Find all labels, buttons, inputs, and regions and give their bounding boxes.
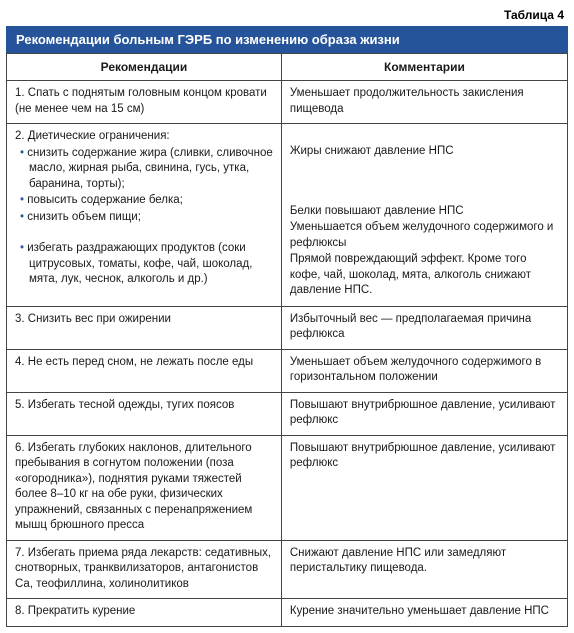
rec-heading: 2. Диетические ограничения:	[15, 129, 273, 145]
list-item-text: снизить объем пищи;	[27, 211, 141, 223]
table-row: 2. Диетические ограничения: • снизить со…	[7, 124, 568, 307]
cell-recommendation: 6. Избегать глубоких наклонов, длительно…	[7, 435, 282, 540]
cell-recommendation: 3. Снизить вес при ожирении	[7, 306, 282, 349]
list-item-text: повысить содержание белка;	[27, 194, 183, 206]
cell-comment: Жиры снижают давление НПС Белки повышают…	[281, 124, 567, 307]
cell-recommendation: 7. Избегать приема ряда лекарств: седати…	[7, 540, 282, 599]
list-item-text: снизить содержание жира (сливки, сливочн…	[27, 147, 273, 190]
table-row: 6. Избегать глубоких наклонов, длительно…	[7, 435, 568, 540]
table-row: 7. Избегать приема ряда лекарств: седати…	[7, 540, 568, 599]
list-item: • избегать раздражающих продуктов (соки …	[15, 241, 273, 288]
comment-line: Уменьшается объем желудочного содержимог…	[290, 220, 559, 251]
cell-recommendation: 8. Прекратить курение	[7, 599, 282, 627]
cell-comment: Повышают внутрибрюшное давление, усилива…	[281, 435, 567, 540]
cell-comment: Курение значительно уменьшает давление Н…	[281, 599, 567, 627]
table-title: Рекомендации больным ГЭРБ по изменению о…	[6, 26, 568, 53]
cell-comment: Уменьшает объем желудочного содержимого …	[281, 349, 567, 392]
table-row: 1. Спать с поднятым головным концом кров…	[7, 81, 568, 124]
header-comments: Комментарии	[281, 54, 567, 81]
cell-recommendation: 4. Не есть перед сном, не лежать после е…	[7, 349, 282, 392]
table-number-label: Таблица 4	[6, 8, 564, 22]
table-row: 5. Избегать тесной одежды, тугих поясов …	[7, 392, 568, 435]
cell-recommendation: 1. Спать с поднятым головным концом кров…	[7, 81, 282, 124]
list-item: • снизить объем пищи;	[15, 210, 273, 226]
table-row: 8. Прекратить курение Курение значительн…	[7, 599, 568, 627]
table-row: 4. Не есть перед сном, не лежать после е…	[7, 349, 568, 392]
comment-line: Прямой повреждающий эффект. Кроме того к…	[290, 252, 559, 299]
comment-line: Белки повышают давление НПС	[290, 204, 559, 220]
header-recommendations: Рекомендации	[7, 54, 282, 81]
recommendations-table: Рекомендации Комментарии 1. Спать с подн…	[6, 53, 568, 627]
cell-recommendation: 2. Диетические ограничения: • снизить со…	[7, 124, 282, 307]
list-item: • повысить содержание белка;	[15, 193, 273, 209]
comment-line: Жиры снижают давление НПС	[290, 144, 559, 160]
cell-comment: Уменьшает продолжительность закисления п…	[281, 81, 567, 124]
table-row: 3. Снизить вес при ожирении Избыточный в…	[7, 306, 568, 349]
cell-comment: Избыточный вес — предполагаемая причина …	[281, 306, 567, 349]
cell-comment: Повышают внутрибрюшное давление, усилива…	[281, 392, 567, 435]
list-item: • снизить содержание жира (сливки, сливо…	[15, 146, 273, 193]
cell-comment: Снижают давление НПС или замедляют перис…	[281, 540, 567, 599]
list-item-text: избегать раздражающих продуктов (соки ци…	[27, 242, 252, 285]
cell-recommendation: 5. Избегать тесной одежды, тугих поясов	[7, 392, 282, 435]
